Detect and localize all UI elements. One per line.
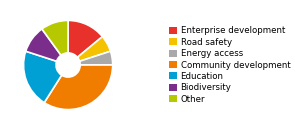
Legend: Enterprise development, Road safety, Energy access, Community development, Educa: Enterprise development, Road safety, Ene… <box>169 26 290 104</box>
Wedge shape <box>80 51 113 65</box>
Wedge shape <box>42 20 68 55</box>
Wedge shape <box>68 20 102 57</box>
Wedge shape <box>44 65 113 110</box>
Wedge shape <box>24 51 62 103</box>
Wedge shape <box>77 37 111 61</box>
Wedge shape <box>26 29 61 61</box>
